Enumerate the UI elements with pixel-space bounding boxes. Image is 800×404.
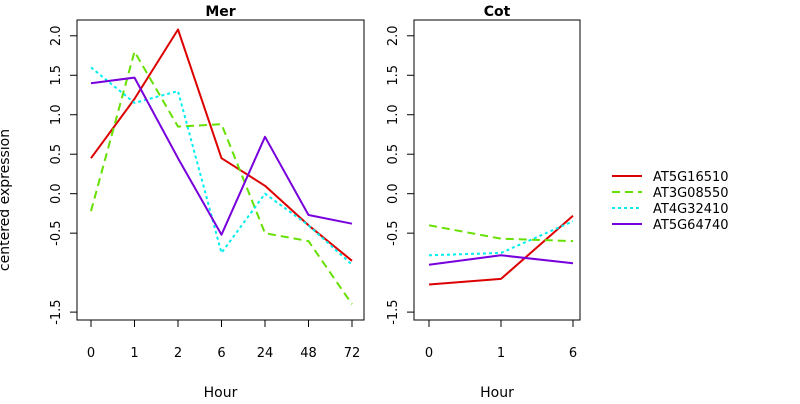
y-tick-label: 0.5 bbox=[386, 144, 401, 165]
y-tick-label: -1.5 bbox=[386, 299, 401, 324]
y-tick-label: 0.5 bbox=[49, 144, 64, 165]
legend-entry-label: AT5G64740 bbox=[653, 218, 729, 233]
series-line-at3g08550 bbox=[90, 50, 353, 305]
series-line-at4g32410 bbox=[428, 220, 574, 257]
panel-mer: Mer -1.5 -0.5 0.0 0.5 1.0 1.5 2.0 0 1 2 6 24 48 72 Hour bbox=[49, 4, 365, 401]
y-axis-title: centered expression bbox=[0, 129, 13, 271]
x-tick-label: 48 bbox=[300, 346, 317, 361]
series-line-at4g32410 bbox=[90, 66, 353, 266]
x-tick-label: 6 bbox=[569, 346, 577, 361]
series-line-at5g64740 bbox=[90, 76, 353, 236]
x-tick-label: 1 bbox=[497, 346, 505, 361]
y-tick-label: -1.5 bbox=[49, 299, 64, 324]
legend-entry-label: AT5G16510 bbox=[653, 170, 729, 185]
x-tick-label: 0 bbox=[87, 346, 95, 361]
y-tick-label: 0.0 bbox=[49, 183, 64, 204]
plot-frame bbox=[76, 19, 365, 321]
y-tick-label: -0.5 bbox=[386, 220, 401, 245]
y-tick-label: 1.5 bbox=[49, 65, 64, 86]
x-tick-label: 2 bbox=[174, 346, 182, 361]
x-axis-title: Hour bbox=[480, 385, 514, 400]
x-tick-label: 1 bbox=[130, 346, 138, 361]
plot-frame bbox=[413, 19, 581, 321]
x-tick-label: 6 bbox=[217, 346, 225, 361]
y-tick-label: 1.0 bbox=[49, 104, 64, 125]
y-tick-label: 0.0 bbox=[386, 183, 401, 204]
y-tick-label: -0.5 bbox=[49, 220, 64, 245]
legend-entry-label: AT3G08550 bbox=[653, 186, 729, 201]
series-line-at5g64740 bbox=[428, 254, 574, 266]
y-tick-label: 1.5 bbox=[386, 65, 401, 86]
legend-entry-label: AT4G32410 bbox=[653, 202, 729, 217]
series-line-at3g08550 bbox=[428, 224, 574, 243]
panel-title: Mer bbox=[205, 4, 235, 20]
panels: Mer -1.5 -0.5 0.0 0.5 1.0 1.5 2.0 0 1 2 6 24 48 72 Hour… bbox=[49, 4, 581, 401]
panel-title: Cot bbox=[484, 4, 511, 20]
series-line-at5g16510 bbox=[428, 215, 574, 286]
x-axis-title: Hour bbox=[204, 385, 238, 400]
panel-cot: Cot -1.5 -0.5 0.0 0.5 1.0 1.5 2.0 0 1 6 Hour bbox=[386, 4, 581, 401]
x-tick-label: 0 bbox=[425, 346, 433, 361]
x-tick-label: 72 bbox=[344, 346, 361, 361]
x-tick-label: 24 bbox=[257, 346, 274, 361]
series-line-at5g16510 bbox=[90, 28, 353, 262]
y-tick-label: 1.0 bbox=[386, 104, 401, 125]
y-tick-label: 2.0 bbox=[49, 25, 64, 46]
y-tick-label: 2.0 bbox=[386, 25, 401, 46]
